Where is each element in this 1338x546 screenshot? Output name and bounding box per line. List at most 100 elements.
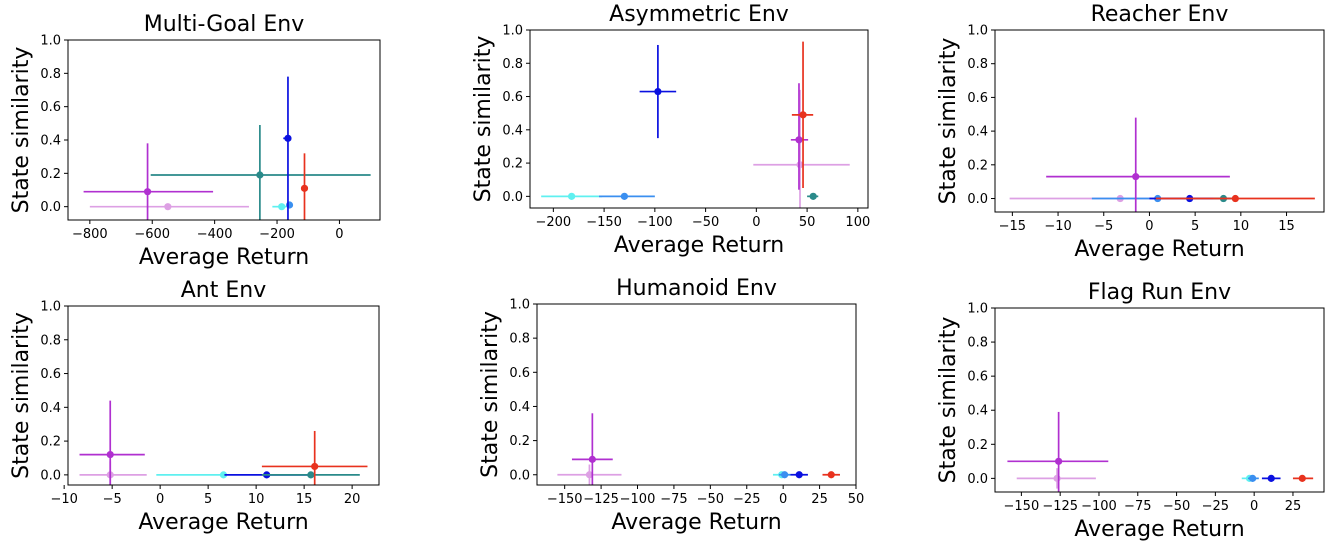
x-tick-label: −15 bbox=[999, 219, 1026, 234]
data-point-red bbox=[1298, 474, 1306, 482]
data-point-blue bbox=[284, 134, 292, 142]
data-point-dodger bbox=[620, 192, 628, 200]
data-series bbox=[79, 400, 368, 485]
x-tick-label: −400 bbox=[197, 227, 233, 242]
chart-title: Ant Env bbox=[181, 278, 266, 303]
data-point-cyan bbox=[568, 192, 576, 200]
x-tick-label: 15 bbox=[296, 492, 313, 507]
y-tick-label: 0.8 bbox=[40, 333, 61, 348]
x-tick-label: 0 bbox=[335, 227, 343, 242]
data-point-violet bbox=[795, 136, 803, 144]
data-point-violet bbox=[1132, 173, 1140, 181]
x-tick-label: 15 bbox=[1278, 219, 1295, 234]
x-tick-label: 20 bbox=[344, 492, 361, 507]
y-tick-label: 0.6 bbox=[509, 366, 530, 381]
x-tick-label: −150 bbox=[547, 492, 583, 507]
data-series bbox=[541, 41, 850, 208]
chart-flag-run: Flag Run Env −150 −125 −100 −75 −50 −25 0 25 0.0 0… bbox=[936, 280, 1325, 542]
plot-frame bbox=[67, 305, 380, 486]
y-tick-label: 0.4 bbox=[967, 404, 988, 419]
x-tick-label: −75 bbox=[1124, 499, 1151, 514]
x-tick-label: −200 bbox=[259, 227, 295, 242]
data-point-red bbox=[799, 111, 807, 119]
x-tick-label: −100 bbox=[637, 215, 673, 230]
data-point-teal bbox=[809, 192, 817, 200]
x-axis-label: Average Return bbox=[1074, 517, 1244, 542]
chart-title: Reacher Env bbox=[1091, 2, 1229, 27]
x-axis-label: Average Return bbox=[1074, 237, 1244, 262]
x-tick-label: 0 bbox=[779, 492, 787, 507]
data-point-violet bbox=[143, 188, 152, 196]
y-tick-label: 0.0 bbox=[40, 468, 61, 483]
y-tick-label: 0.6 bbox=[967, 91, 988, 106]
y-tick-label: 0.4 bbox=[509, 400, 530, 415]
data-point-teal bbox=[256, 171, 264, 179]
y-axis-label: State similarity bbox=[471, 36, 496, 203]
x-tick-label: −150 bbox=[586, 215, 622, 230]
y-tick-label: 0.2 bbox=[967, 438, 988, 453]
y-tick-label: 0.2 bbox=[40, 167, 61, 182]
x-tick-label: 25 bbox=[1285, 499, 1302, 514]
data-point-blue bbox=[795, 471, 803, 479]
x-tick-label: −25 bbox=[733, 492, 760, 507]
data-point-violet bbox=[588, 455, 596, 463]
data-point-plum bbox=[164, 203, 172, 211]
data-point-plum bbox=[585, 471, 594, 479]
data-series bbox=[83, 76, 371, 220]
x-tick-label: 0 bbox=[752, 215, 760, 230]
data-point-blue bbox=[654, 87, 662, 96]
y-tick-label: 0.2 bbox=[509, 434, 530, 449]
chart-ant: Ant Env −10 −5 0 5 10 15 20 0.0 0.2 0.4 0.6 0.8 1.0 Av… bbox=[9, 278, 380, 535]
data-series bbox=[557, 413, 840, 485]
data-point-violet bbox=[106, 451, 114, 459]
y-tick-label: 0.0 bbox=[967, 472, 988, 487]
y-tick-label: 0.4 bbox=[967, 125, 988, 140]
x-tick-label: 5 bbox=[1191, 219, 1199, 234]
chart-title: Humanoid Env bbox=[616, 276, 777, 301]
x-tick-label: −10 bbox=[1044, 219, 1071, 234]
data-series bbox=[1007, 411, 1314, 492]
x-tick-label: −75 bbox=[660, 492, 687, 507]
chart-title: Asymmetric Env bbox=[609, 2, 789, 27]
y-tick-label: 1.0 bbox=[40, 300, 61, 315]
chart-humanoid: Humanoid Env −150 −125 −100 −75 −50 −25 0 25 50 0.… bbox=[478, 276, 864, 535]
y-axis-label: State similarity bbox=[9, 312, 34, 479]
y-axis-label: State similarity bbox=[936, 317, 961, 484]
y-tick-label: 0.6 bbox=[40, 100, 61, 115]
chart-asymmetric: Asymmetric Env −200 −150 −100 −50 0 50 100 0.0 0.… bbox=[471, 2, 870, 258]
chart-reacher: Reacher Env −15 −10 −5 0 5 10 15 0.0 0.2 0.4 0.6 0.8… bbox=[936, 2, 1325, 262]
x-tick-label: −5 bbox=[103, 492, 122, 507]
y-axis-label: State similarity bbox=[9, 47, 34, 214]
y-tick-label: 0.4 bbox=[40, 401, 61, 416]
x-tick-label: −200 bbox=[535, 215, 571, 230]
x-axis-label: Average Return bbox=[614, 233, 784, 258]
x-tick-label: −100 bbox=[620, 492, 656, 507]
y-tick-label: 0.2 bbox=[40, 435, 61, 450]
x-tick-label: −800 bbox=[72, 227, 108, 242]
x-tick-label: −50 bbox=[697, 492, 724, 507]
data-series bbox=[1009, 117, 1315, 212]
y-tick-label: 1.0 bbox=[967, 302, 988, 317]
chart-multi-goal: Multi-Goal Env −800 −600 −400 −200 0 0.0 0.2 0.4… bbox=[9, 12, 381, 270]
x-tick-label: −125 bbox=[1042, 499, 1078, 514]
x-tick-label: −25 bbox=[1202, 499, 1229, 514]
plot-frame bbox=[994, 29, 1325, 213]
y-tick-label: 0.4 bbox=[40, 134, 61, 149]
y-tick-label: 0.0 bbox=[502, 190, 523, 205]
y-tick-label: 0.8 bbox=[509, 332, 530, 347]
y-tick-label: 0.6 bbox=[502, 90, 523, 105]
data-point-red bbox=[827, 471, 835, 479]
plot-frame bbox=[994, 307, 1325, 493]
y-tick-label: 0.2 bbox=[502, 157, 523, 172]
y-tick-label: 0.0 bbox=[509, 468, 530, 483]
x-tick-label: −10 bbox=[50, 492, 77, 507]
y-tick-label: 0.4 bbox=[502, 123, 523, 138]
data-point-plum bbox=[1053, 474, 1061, 482]
x-axis-label: Average Return bbox=[611, 510, 781, 535]
x-tick-label: −100 bbox=[1081, 499, 1117, 514]
x-tick-label: 0 bbox=[156, 492, 164, 507]
data-point-teal bbox=[307, 471, 315, 479]
data-point-cyan bbox=[278, 203, 286, 211]
x-tick-label: 50 bbox=[799, 215, 816, 230]
y-tick-label: 0.8 bbox=[502, 57, 523, 72]
